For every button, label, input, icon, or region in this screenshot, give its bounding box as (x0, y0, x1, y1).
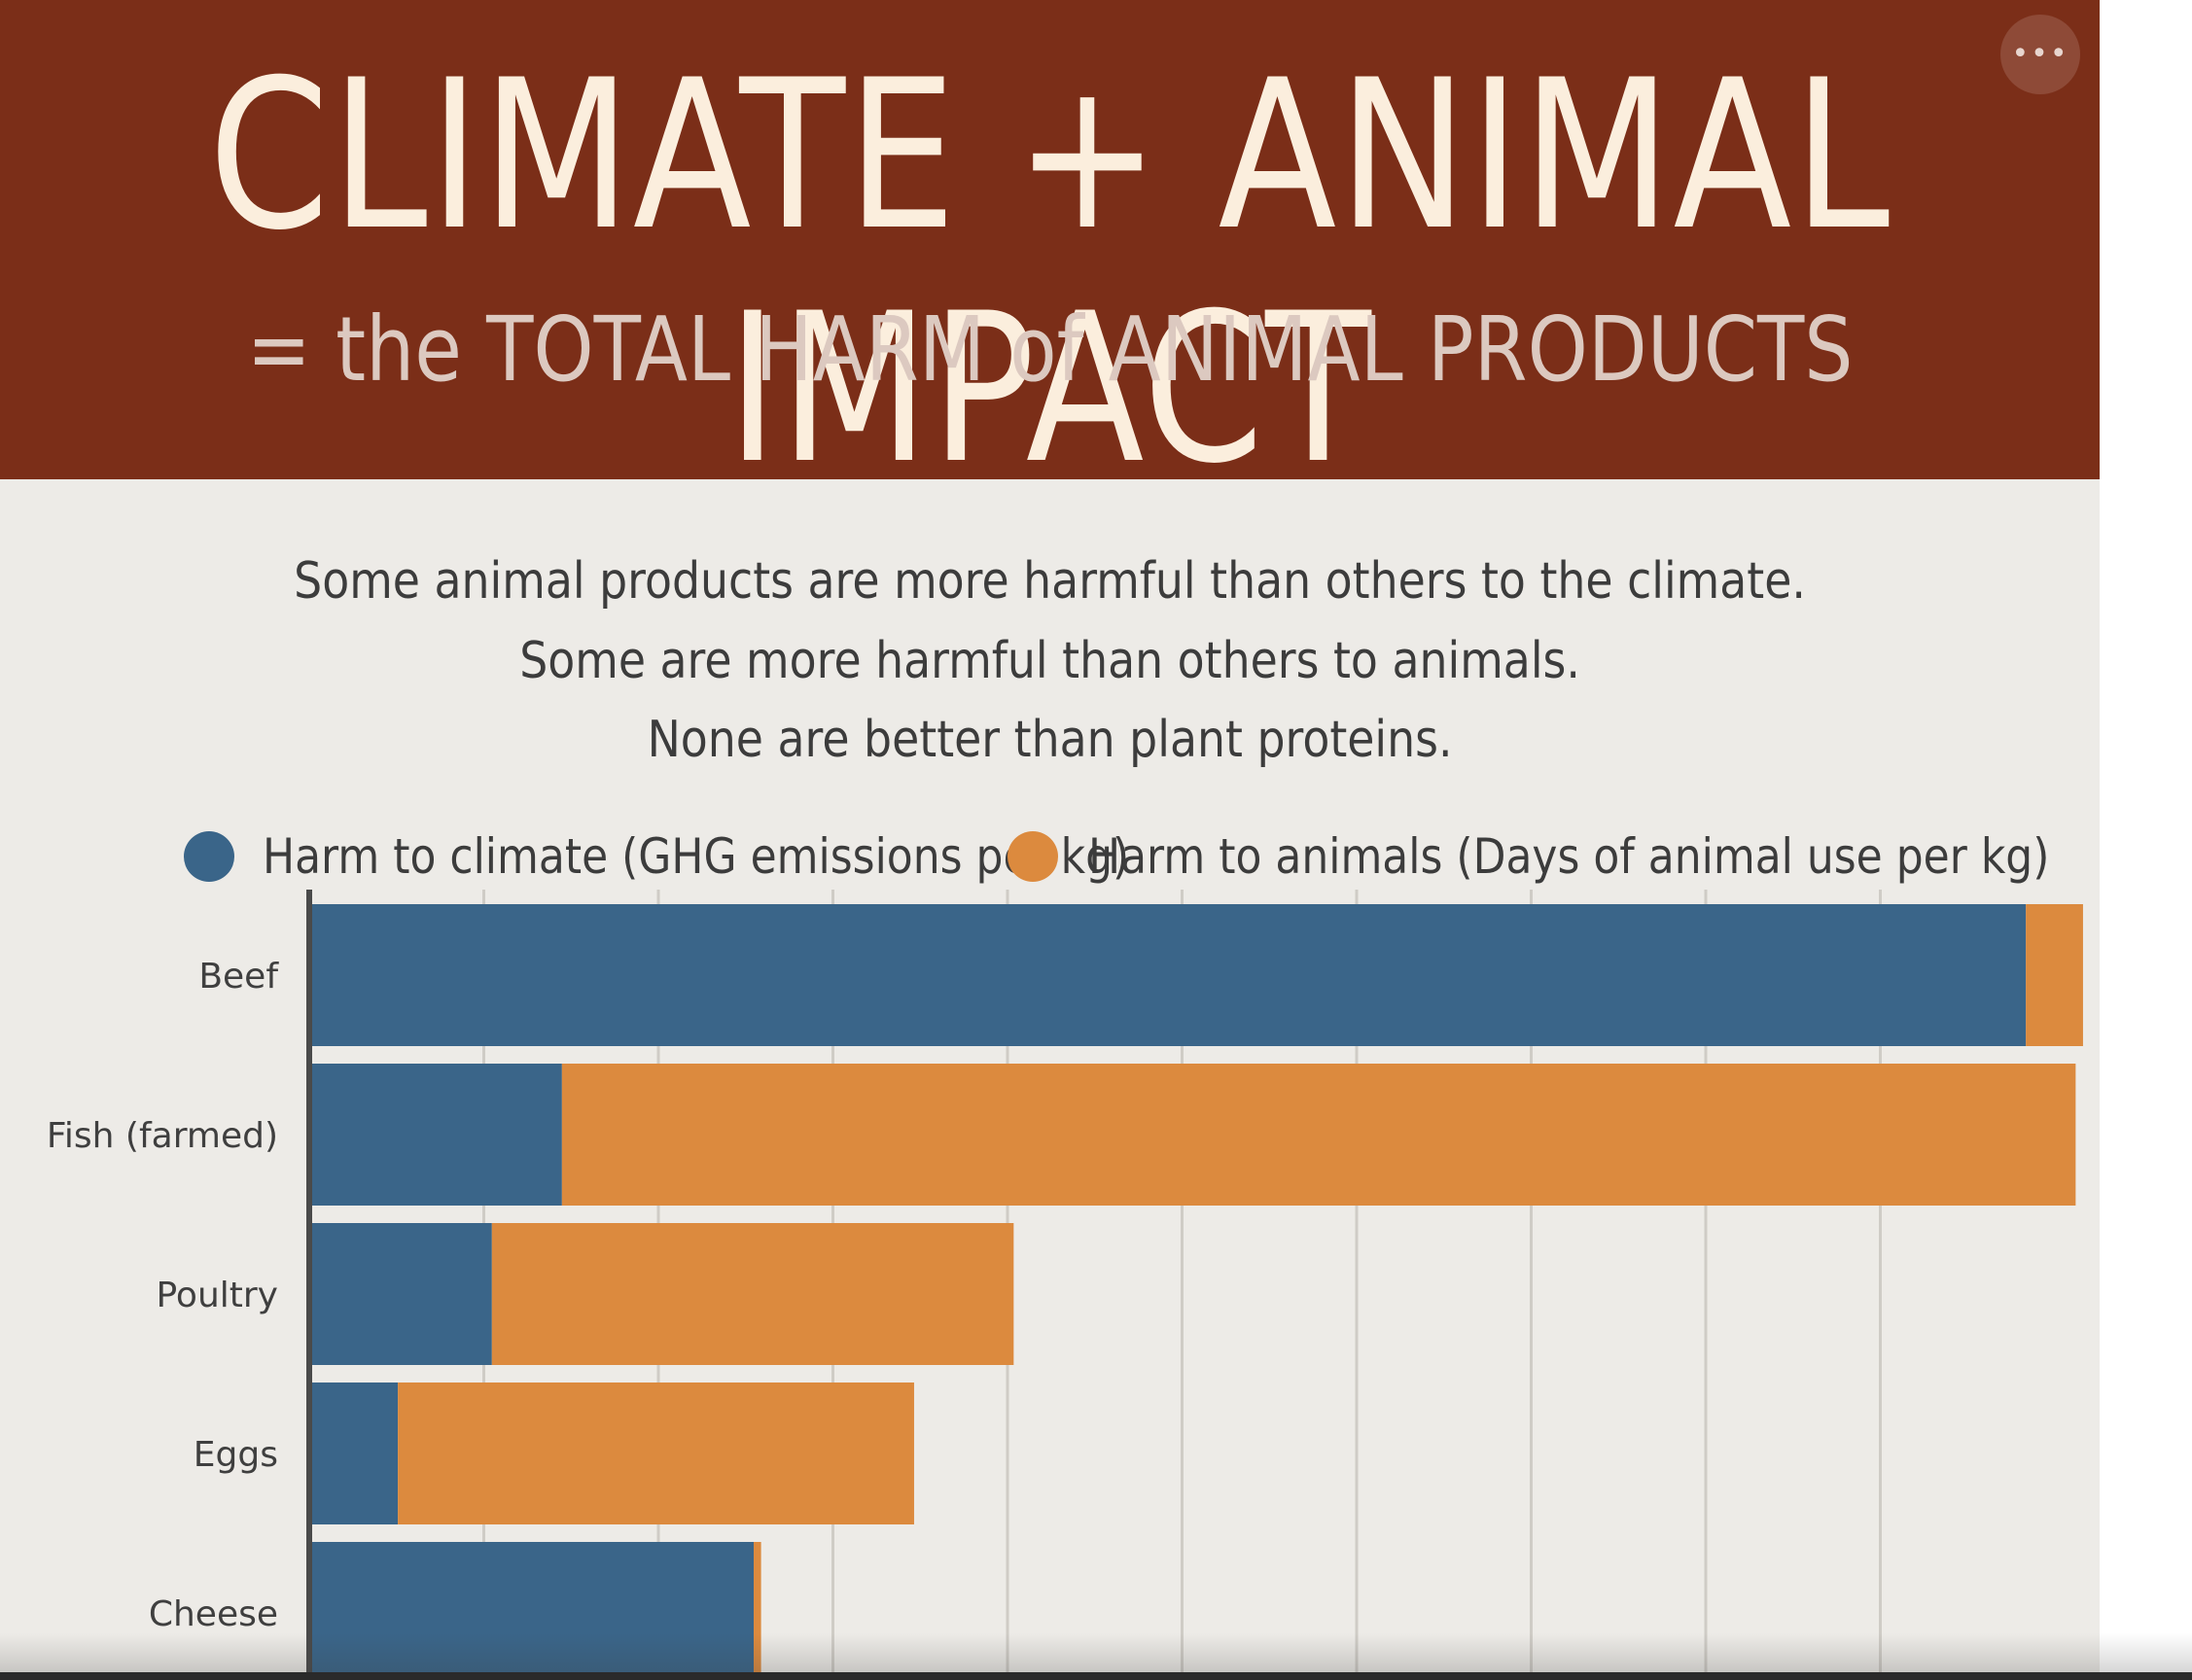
intro-line: Some animal products are more harmful th… (294, 552, 1806, 611)
legend-animals-dot-icon (1008, 831, 1058, 882)
category-label: Eggs (194, 1435, 278, 1475)
legend-animals-label: Harm to animals (Days of animal use per … (1088, 828, 2050, 885)
stacked-bar-chart: Beef Fish (farmed) Poultry Eggs Cheese (47, 890, 2083, 1680)
bar-climate (311, 1223, 492, 1365)
bar-animals (491, 1223, 1014, 1365)
bar-animals (2026, 904, 2083, 1046)
intro-line: None are better than plant proteins. (647, 711, 1453, 769)
legend-climate-dot-icon (184, 831, 234, 882)
legend-climate-label: Harm to climate (GHG emissions per kg) (263, 828, 1130, 885)
header-banner: CLIMATE + ANIMAL IMPACT = the TOTAL HARM… (0, 0, 2100, 506)
category-label: Beef (198, 957, 279, 997)
bottom-border (0, 1672, 2192, 1680)
category-label: Poultry (157, 1276, 279, 1315)
category-label: Cheese (149, 1594, 278, 1634)
bar-climate (311, 904, 2027, 1046)
bar-animals (754, 1542, 761, 1680)
bar-climate (311, 1542, 755, 1680)
intro-line: Some are more harmful than others to ani… (519, 632, 1580, 690)
ellipsis-icon: ••• (2011, 37, 2069, 71)
category-label: Fish (farmed) (47, 1116, 278, 1156)
bar-climate (311, 1382, 399, 1524)
bar-animals (398, 1382, 914, 1524)
bar-climate (311, 1064, 562, 1206)
infographic-panel: CLIMATE + ANIMAL IMPACT = the TOTAL HARM… (0, 0, 2100, 1680)
page-subtitle: = the TOTAL HARM of ANIMAL PRODUCTS (246, 298, 1854, 402)
page-title: CLIMATE + ANIMAL IMPACT (208, 35, 1891, 508)
bar-animals (561, 1064, 2076, 1206)
more-options-button[interactable]: ••• (2000, 15, 2080, 94)
